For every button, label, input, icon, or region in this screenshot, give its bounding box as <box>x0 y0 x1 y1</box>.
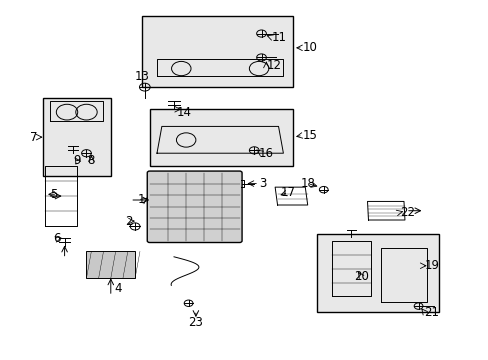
Text: 6: 6 <box>54 233 61 246</box>
Bar <box>42 98 111 176</box>
Text: 4: 4 <box>114 283 122 296</box>
Text: 18: 18 <box>300 177 314 190</box>
Text: 19: 19 <box>424 259 439 272</box>
Text: 9: 9 <box>73 154 81 167</box>
Text: 22: 22 <box>399 206 414 219</box>
Text: 20: 20 <box>353 270 368 283</box>
Text: 11: 11 <box>271 31 285 44</box>
Text: 1: 1 <box>137 193 144 206</box>
Text: 10: 10 <box>302 41 317 54</box>
FancyBboxPatch shape <box>147 171 242 243</box>
Bar <box>149 109 292 166</box>
Bar <box>317 234 438 312</box>
Text: 3: 3 <box>259 177 266 190</box>
Text: 5: 5 <box>50 188 57 201</box>
Text: 16: 16 <box>259 147 274 160</box>
Text: 21: 21 <box>424 306 439 319</box>
Bar <box>86 251 135 278</box>
Text: 13: 13 <box>135 70 149 83</box>
Text: 12: 12 <box>266 59 281 72</box>
Bar <box>142 16 292 87</box>
Text: 15: 15 <box>302 129 317 142</box>
Text: 2: 2 <box>125 215 132 228</box>
Text: 14: 14 <box>176 105 191 119</box>
Text: 7: 7 <box>30 131 38 144</box>
Text: 8: 8 <box>87 154 95 167</box>
Text: 23: 23 <box>188 316 203 329</box>
Text: 17: 17 <box>280 186 295 199</box>
